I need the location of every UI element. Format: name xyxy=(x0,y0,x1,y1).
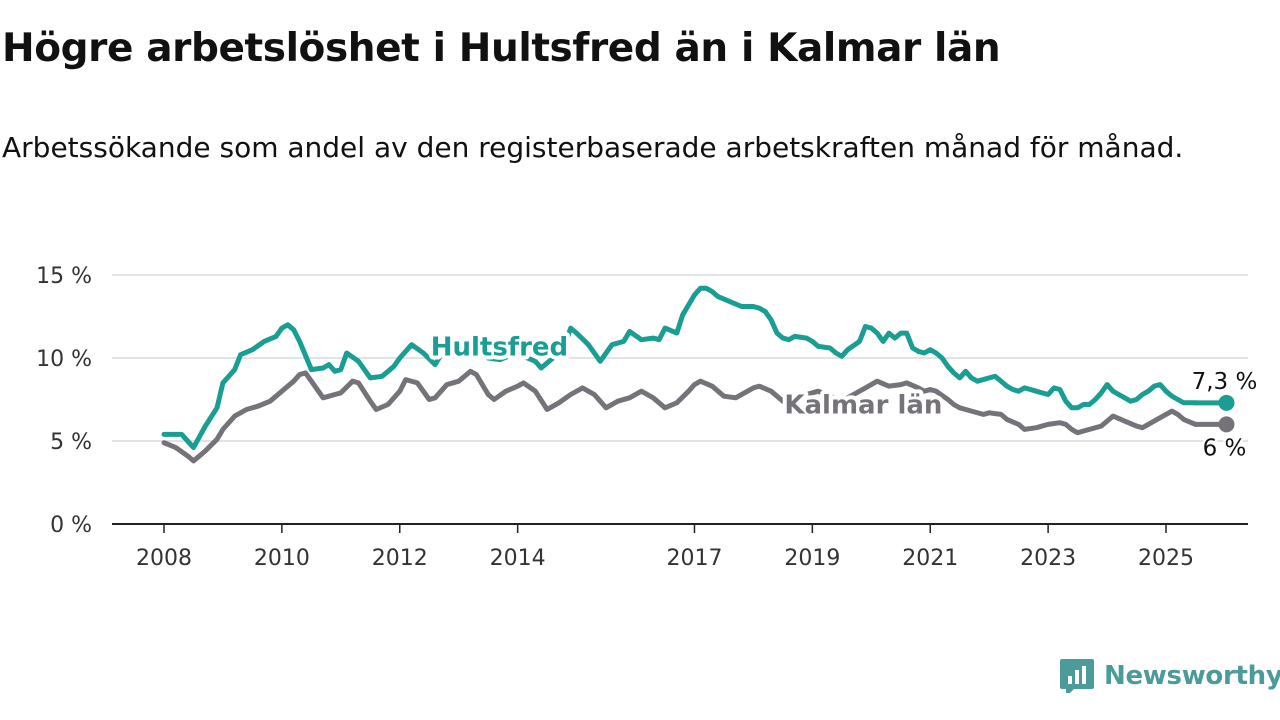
x-tick-label: 2012 xyxy=(372,546,428,571)
y-tick-label: 5 % xyxy=(50,430,92,455)
x-tick-label: 2019 xyxy=(784,546,840,571)
series xyxy=(161,285,1235,464)
chart-subtitle: Arbetssökande som andel av den registerb… xyxy=(2,131,1184,164)
newsworthy-logo: Newsworthy xyxy=(1060,656,1280,696)
labels: 7,3 % 6 % Hultsfred Kalmar län xyxy=(427,328,1260,464)
axes: 0 % 5 % 10 % 15 % 2008 2010 2012 2014 2017 2019 20… xyxy=(36,264,1248,571)
x-tick-label: 2014 xyxy=(490,546,546,571)
y-tick-label: 0 % xyxy=(50,513,92,538)
y-tick-label: 15 % xyxy=(36,264,92,289)
x-tick-label: 2021 xyxy=(902,546,958,571)
series-annotation-hultsfred: Hultsfred xyxy=(431,332,568,362)
newsworthy-logo-icon xyxy=(1060,659,1094,693)
x-tick-label: 2010 xyxy=(254,546,310,571)
x-tick-label: 2023 xyxy=(1020,546,1076,571)
series-annotation-kalmar-lan: Kalmar län xyxy=(784,390,942,420)
end-label-hultsfred: 7,3 % xyxy=(1192,369,1258,395)
newsworthy-logo-text: Newsworthy xyxy=(1104,661,1280,691)
x-tick-label: 2017 xyxy=(666,546,722,571)
gridlines xyxy=(112,274,1248,442)
x-tick-label: 2025 xyxy=(1138,546,1194,571)
chart-title: Högre arbetslöshet i Hultsfred än i Kalm… xyxy=(2,26,1001,71)
series-line-hultsfred xyxy=(161,285,1198,451)
end-label-kalmar-lan: 6 % xyxy=(1203,435,1247,461)
x-tick-label: 2008 xyxy=(136,546,192,571)
y-tick-label: 10 % xyxy=(36,347,92,372)
series-line-kalmar-lan xyxy=(161,368,1198,464)
